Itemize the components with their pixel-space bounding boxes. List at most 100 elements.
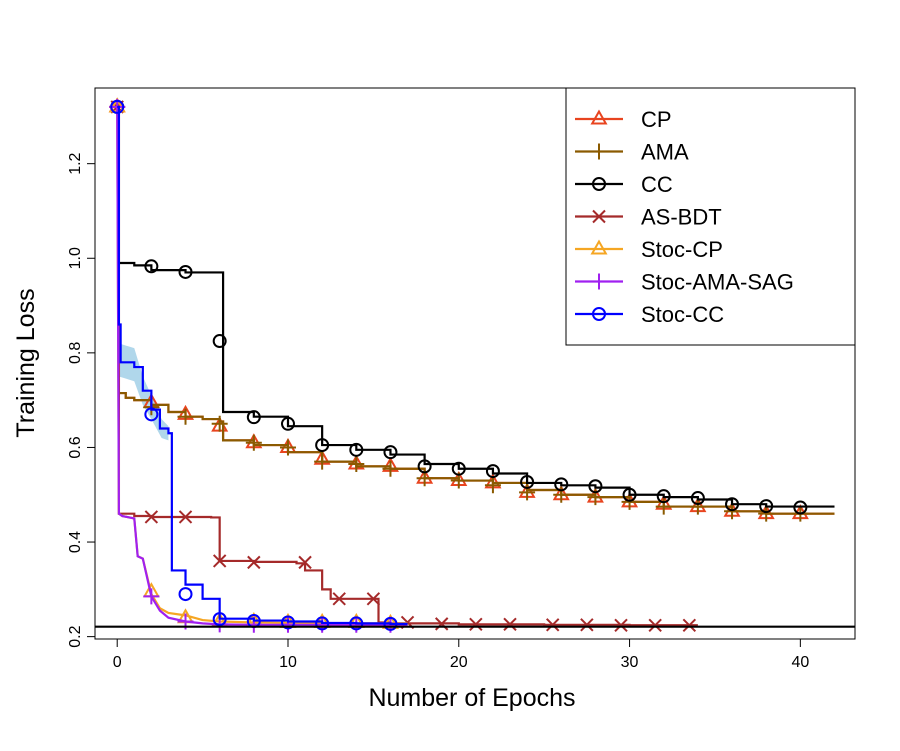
data-point [178, 510, 193, 524]
data-point [621, 493, 638, 510]
data-point [484, 477, 501, 494]
y-tick-label: 0.2 [67, 625, 84, 647]
data-point [546, 618, 560, 632]
x-tick-label: 40 [791, 654, 809, 671]
series-stoc-cc [110, 99, 408, 631]
data-point [348, 456, 365, 473]
data-point [245, 434, 262, 451]
legend-label: Stoc-CC [641, 302, 724, 327]
legend-item: Stoc-CP [575, 237, 723, 262]
data-point [144, 259, 159, 274]
legend-label: Stoc-CP [641, 237, 723, 262]
legend-marker [592, 177, 606, 191]
legend-item: AMA [575, 140, 689, 165]
data-point [554, 477, 569, 492]
x-tick-label: 10 [279, 654, 297, 671]
data-point [682, 618, 697, 632]
data-point [622, 487, 637, 502]
data-point [177, 408, 194, 425]
data-point [143, 588, 160, 605]
series-stoc-ama-sag [109, 98, 408, 633]
data-point [725, 497, 740, 512]
series-as-bdt [110, 100, 698, 632]
legend-item: CP [575, 107, 672, 132]
data-point [758, 505, 775, 522]
data-point [247, 555, 261, 570]
data-point [366, 592, 381, 606]
legend-label: AMA [641, 140, 689, 165]
legend-marker [592, 307, 606, 321]
legend-marker [590, 109, 608, 125]
data-point [417, 459, 432, 474]
data-point [212, 612, 227, 627]
data-point [314, 453, 331, 470]
series-stoc-cp [108, 97, 408, 629]
data-point [298, 555, 312, 570]
y-tick-label: 0.4 [67, 531, 84, 553]
series-line [116, 106, 408, 626]
legend-label: CC [641, 172, 673, 197]
legend-label: Stoc-AMA-SAG [641, 270, 794, 295]
data-point [519, 484, 536, 501]
x-tick-label: 30 [621, 654, 639, 671]
data-point [759, 499, 774, 514]
y-tick-label: 1.0 [67, 247, 84, 269]
data-point [383, 445, 398, 460]
series-cc [110, 99, 835, 515]
stoc-cc-band [118, 343, 169, 441]
data-point [485, 464, 500, 479]
data-point [315, 438, 330, 453]
legend-item: Stoc-AMA-SAG [575, 270, 794, 295]
data-point [178, 587, 193, 602]
y-tick-label: 1.2 [67, 152, 84, 174]
legend-marker [591, 143, 607, 160]
series-line [117, 105, 408, 625]
data-point [212, 554, 227, 568]
legend-item: Stoc-CC [575, 302, 724, 327]
legend-marker [590, 239, 608, 255]
data-point [383, 616, 398, 631]
data-point [332, 592, 346, 606]
data-point [469, 617, 483, 632]
y-axis-title: Training Loss [12, 288, 40, 437]
x-axis: 0 10 20 30 40 [113, 638, 809, 671]
legend-label: AS-BDT [641, 205, 722, 230]
series-layer [108, 97, 835, 633]
data-point [724, 503, 741, 520]
data-point [690, 491, 705, 506]
y-tick-label: 0.8 [67, 342, 84, 364]
data-point [382, 460, 399, 477]
data-point [588, 479, 603, 494]
data-point [451, 461, 466, 476]
data-point [211, 415, 228, 432]
data-point [280, 615, 295, 630]
data-point [279, 439, 296, 456]
data-point [520, 474, 535, 489]
series-line [116, 106, 408, 625]
y-tick-label: 0.6 [67, 436, 84, 458]
legend-marker [591, 273, 607, 290]
legend-label: CP [641, 107, 672, 132]
data-point [349, 442, 364, 457]
legend: CP AMA CC AS-BDT Stoc-CP Stoc-AMA-SAG Stoc-CC [565, 87, 856, 346]
legend-item: AS-BDT [575, 205, 722, 230]
data-point [648, 618, 662, 632]
data-point [144, 407, 159, 422]
data-point [280, 416, 295, 431]
data-point [614, 618, 628, 632]
x-tick-label: 0 [113, 654, 122, 671]
data-point [434, 617, 449, 631]
legend-item: CC [575, 172, 673, 197]
data-point [178, 264, 193, 279]
data-point [315, 616, 330, 631]
legend-marker [592, 209, 606, 224]
x-axis-title: Number of Epochs [368, 684, 575, 712]
data-point [110, 99, 125, 114]
data-point [349, 616, 364, 631]
data-point [503, 617, 517, 632]
data-point [793, 500, 808, 515]
series-line [117, 105, 835, 508]
x-tick-label: 20 [450, 654, 468, 671]
data-point [144, 510, 159, 524]
